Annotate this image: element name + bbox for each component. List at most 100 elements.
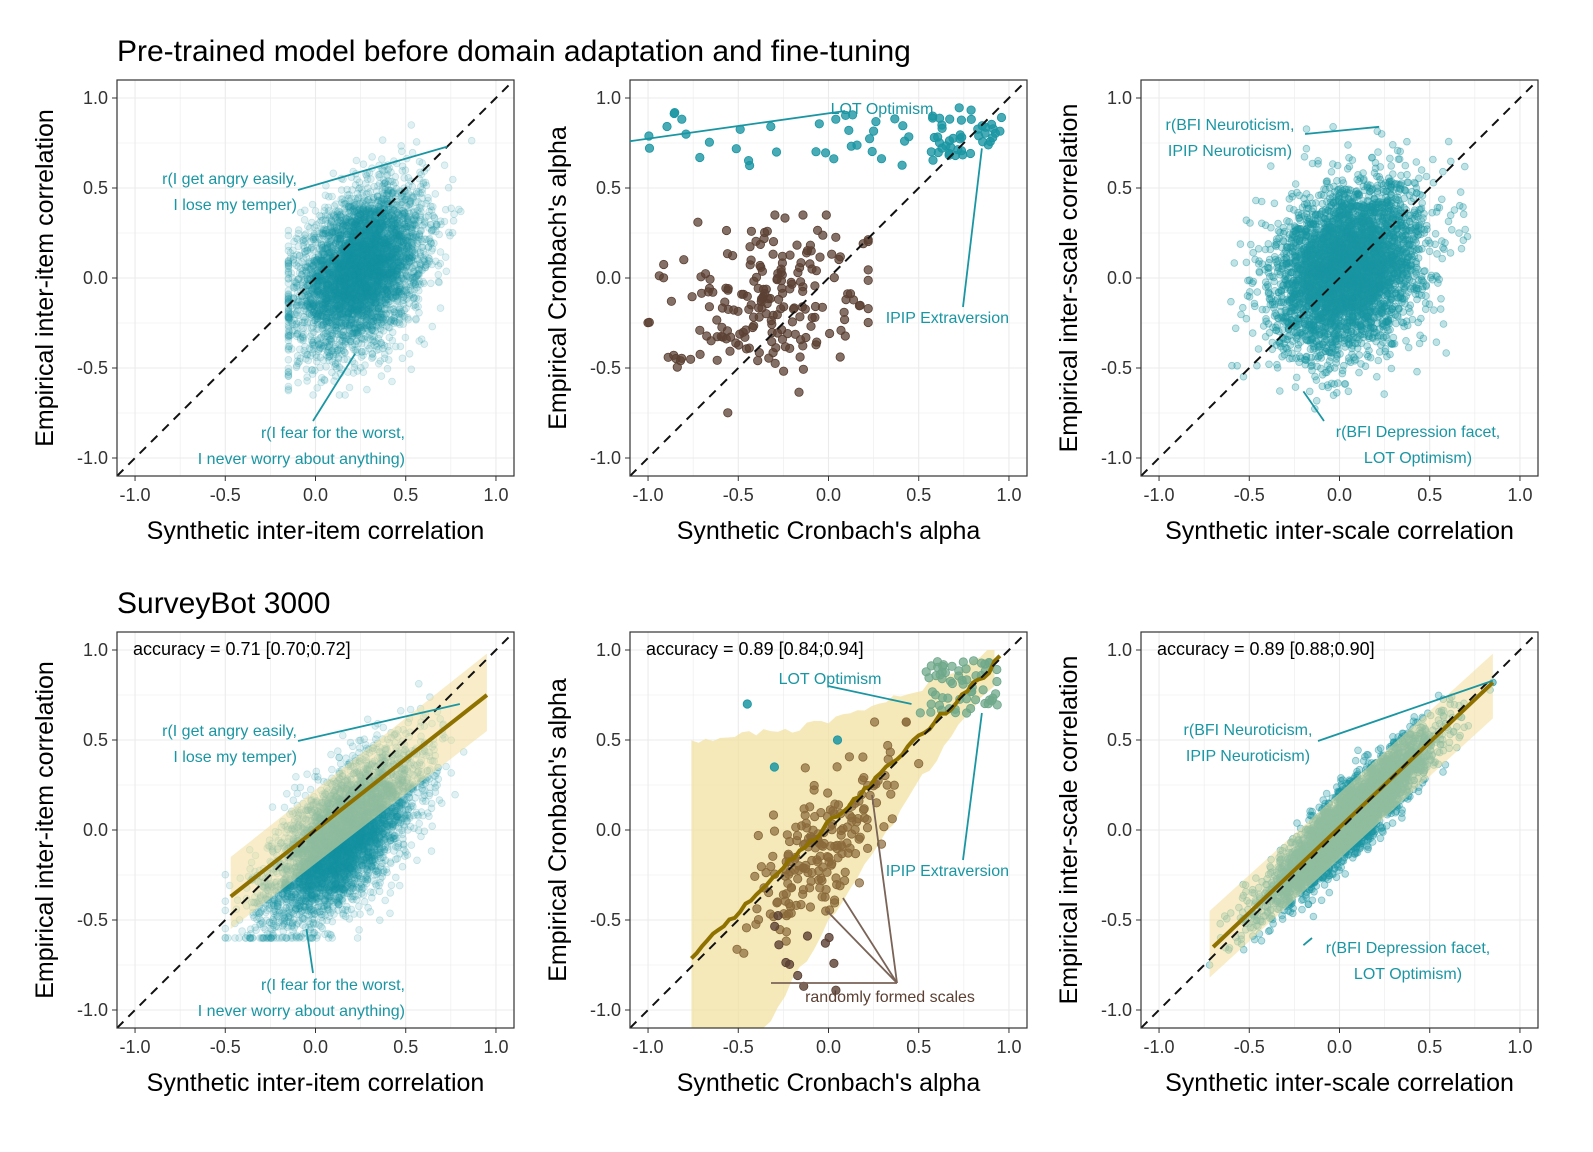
data-point [361,297,369,306]
data-point [338,230,347,239]
data-point [381,209,390,218]
data-point [335,305,344,314]
data-point [368,249,377,257]
data-point [372,307,380,316]
data-point [404,204,412,212]
data-point [413,270,422,279]
data-point [327,337,336,346]
data-point [335,241,344,249]
data-point [325,253,334,262]
data-point [382,296,390,304]
data-point [404,213,413,221]
data-point [383,210,391,218]
data-point [409,281,417,290]
data-point [305,259,314,268]
data-point [360,285,369,293]
data-point [366,295,375,304]
data-point [386,268,395,277]
data-point [382,268,390,276]
data-point [373,342,381,351]
data-point [365,226,374,235]
data-point [382,305,391,314]
data-point [340,279,348,288]
data-point [324,294,333,303]
data-point [381,282,389,291]
data-point [335,231,344,240]
plot-area [117,80,514,476]
data-point [403,290,412,299]
data-point [354,278,363,286]
data-point [356,264,364,273]
data-point [349,275,357,283]
data-point [373,230,381,239]
data-point [311,315,320,324]
data-point [359,206,368,214]
data-point [386,208,395,217]
data-point [378,264,387,273]
data-point [303,373,311,381]
data-point [360,312,369,321]
data-point [374,231,383,240]
data-point [398,189,406,198]
data-point [384,276,392,285]
data-point [362,242,370,251]
data-point [380,304,389,313]
data-point [338,272,346,281]
data-point [352,249,361,258]
data-point [360,288,368,297]
data-point [372,275,380,284]
data-point [358,256,367,264]
data-point [375,232,383,241]
data-point [375,226,383,235]
data-point [362,288,371,297]
data-point [334,274,342,282]
data-point [348,329,357,338]
data-point [294,378,302,387]
data-point [315,245,323,254]
data-point [314,317,322,326]
data-point [367,279,375,288]
data-point [331,239,340,248]
data-point [326,270,334,278]
data-point [379,272,387,281]
data-point [313,384,322,392]
data-point [362,318,370,326]
data-point [327,334,336,343]
data-point [360,258,368,267]
data-point [360,216,369,225]
data-point [376,252,385,261]
data-point [354,215,363,223]
data-point [385,268,394,276]
data-point [393,251,401,259]
data-point [292,234,301,243]
data-point [314,310,323,318]
data-point [311,207,320,215]
data-point [394,277,402,286]
data-point [344,264,352,273]
data-point [358,281,367,290]
data-point [298,266,307,275]
data-point [336,216,344,225]
data-point [293,298,302,306]
data-point [362,217,370,226]
data-point [381,298,390,307]
data-point [376,268,385,276]
data-point [408,182,417,191]
data-point [369,243,378,252]
data-point [397,282,406,291]
data-point [354,252,363,261]
data-point [380,268,389,277]
data-point [356,267,365,275]
data-point [435,230,443,239]
data-point [361,280,369,289]
data-point [377,271,385,280]
data-point [380,283,388,292]
data-point [356,247,365,255]
data-point [334,269,343,278]
data-point [371,232,379,240]
data-point [328,268,337,277]
data-point [375,232,384,240]
data-point [359,160,368,169]
data-point [328,241,337,250]
data-point [338,287,347,295]
